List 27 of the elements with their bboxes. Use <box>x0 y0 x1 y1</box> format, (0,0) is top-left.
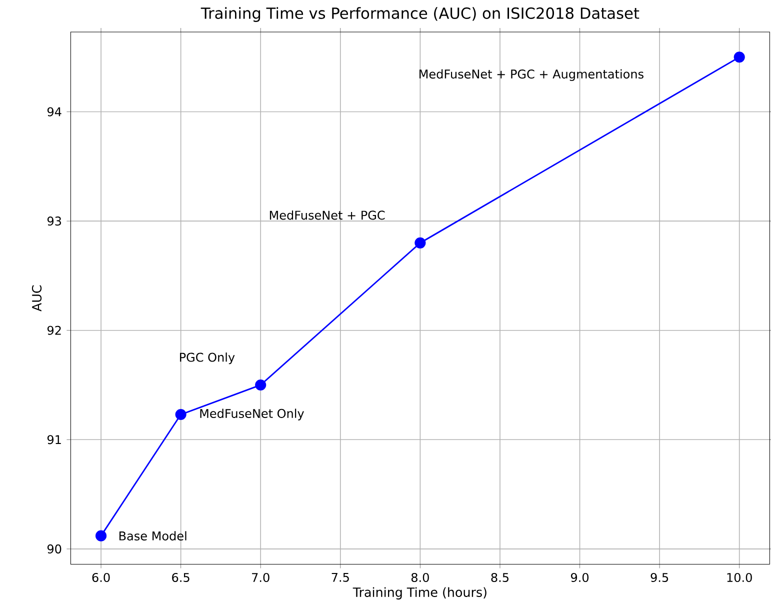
x-tick-label: 10.0 <box>727 573 752 582</box>
y-tick-label: 90 <box>47 544 62 554</box>
y-tick-label: 93 <box>47 216 62 226</box>
point <box>175 409 186 420</box>
y-tick-label: 94 <box>47 107 62 117</box>
point <box>255 380 266 391</box>
annotation: PGC Only <box>180 352 235 364</box>
point <box>95 530 107 542</box>
y-tick-label: 92 <box>47 326 61 336</box>
y-axis-title: AUC <box>32 286 42 312</box>
annotation: MedFuseNet Only <box>200 408 304 421</box>
annotation: Base Model <box>119 531 186 541</box>
chart-title: Training Time vs Performance (AUC) on ISIC2018 Dataset <box>200 7 640 22</box>
annotation: MedFuseNet + PGC + Augmentations <box>420 70 644 82</box>
x-axis-title: Training Time (hours) <box>352 587 486 600</box>
x-tick-label: 7.5 <box>332 573 349 582</box>
point <box>734 52 745 63</box>
x-tick-label: 9.5 <box>650 573 668 582</box>
x-tick-label: 6.5 <box>172 573 190 582</box>
x-tick-label: 6.0 <box>92 573 110 582</box>
x-tick-label: 8.5 <box>491 573 508 582</box>
y-tick-label: 91 <box>47 435 61 444</box>
point <box>414 238 426 249</box>
annotation: MedFuseNet + PGC <box>270 210 385 220</box>
x-tick-label: 8.0 <box>411 573 429 582</box>
x-tick-label: 9.0 <box>570 573 589 582</box>
x-tick-label: 7.0 <box>252 573 270 582</box>
